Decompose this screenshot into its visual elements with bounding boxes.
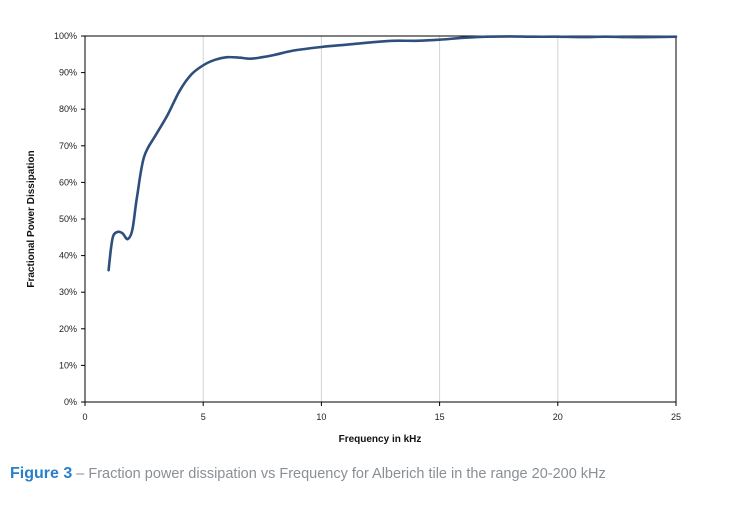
data-point [226,56,228,58]
data-point [190,73,192,76]
data-point [285,51,287,53]
y-axis-title: Fractional Power Dissipation [26,150,37,287]
data-point [143,156,145,158]
plot-area [85,36,676,402]
data-point [167,114,169,116]
data-point [202,64,204,66]
data-point [136,196,138,198]
series-layer [107,35,678,272]
data-point [628,36,630,38]
series-line-0 [107,35,678,272]
y-tick-label: 100% [54,31,77,41]
data-point [117,231,119,233]
data-point [297,49,299,51]
data-point [439,39,441,41]
data-point [261,56,263,58]
data-point [122,233,124,235]
power-dissipation-chart: 0% 10% 20% 30% 40% 50% 60% 70% 80% 90% 100% 0 5 10 15 2… [26,31,681,445]
y-tick-label: 0% [64,397,77,407]
y-tick-label: 30% [59,287,77,297]
data-point [108,269,110,271]
x-tick-label: 5 [201,412,206,422]
data-point [320,46,322,48]
data-point [580,36,583,38]
y-tick-label: 70% [59,141,77,151]
data-point [391,40,393,42]
data-point [178,90,181,92]
data-point [462,37,464,39]
data-point [415,40,417,42]
caption-text: – Fraction power dissipation vs Frequenc… [72,466,606,482]
data-point [509,35,512,37]
data-point [131,229,133,231]
data-point [249,58,252,60]
data-point [533,36,535,38]
x-tick-label: 10 [316,412,326,422]
grid-lines [202,36,559,402]
data-point [110,247,112,249]
figure-label: Figure 3 [10,465,73,482]
data-point [344,44,346,46]
y-tick-label: 50% [59,214,77,224]
data-point [112,234,114,237]
data-point [486,36,488,38]
data-point [126,238,129,240]
tick-labels: 0% 10% 20% 30% 40% 50% 60% 70% 80% 90% 100% 0 5 10 15 2… [54,31,681,422]
data-point [238,56,240,59]
y-tick-label: 10% [59,360,77,370]
x-tick-label: 15 [435,412,445,422]
data-point [155,134,157,136]
data-point [368,41,370,44]
x-tick-label: 25 [671,412,681,422]
data-point [214,59,216,61]
figure-caption: Figure 3 – Fraction power dissipation vs… [10,463,710,485]
x-tick-label: 0 [82,412,87,422]
x-axis-title: Frequency in kHz [339,434,422,445]
y-tick-label: 90% [59,68,77,78]
y-tick-label: 60% [59,177,77,187]
x-tick-label: 20 [553,412,563,422]
data-point [273,54,275,56]
y-tick-label: 40% [59,251,77,261]
data-point [675,36,677,38]
data-point [604,36,606,38]
y-tick-label: 80% [59,104,77,114]
y-tick-label: 20% [59,324,77,334]
data-point [651,36,653,38]
data-point [557,36,559,38]
